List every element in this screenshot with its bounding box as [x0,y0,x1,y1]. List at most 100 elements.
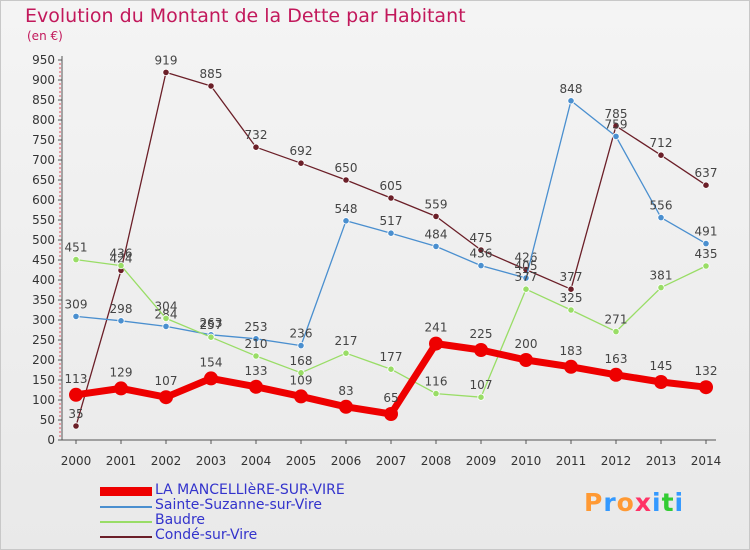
x-tick-label: 2004 [241,454,272,468]
y-tick-label: 700 [32,153,55,167]
y-tick-label: 900 [32,73,55,87]
proxiti-logo: Proxiti [584,488,684,517]
data-label: 475 [470,231,493,245]
legend-swatch [100,506,152,508]
data-point [252,352,260,360]
data-point [657,283,665,292]
data-label: 377 [560,270,583,284]
data-label: 225 [470,327,493,341]
data-point [612,122,620,130]
data-label: 183 [560,344,583,358]
data-label: 154 [200,355,223,369]
data-point [387,229,395,237]
data-point [612,132,620,140]
y-tick-label: 150 [32,373,55,387]
data-point [702,262,710,270]
data-point [252,143,260,151]
data-label: 712 [650,136,673,150]
logo-letter: i [674,488,685,517]
data-label: 785 [605,107,628,121]
logo-letter: i [652,488,662,517]
data-point [252,335,260,343]
data-point [612,327,620,336]
legend-swatch [100,521,152,523]
data-label: 163 [605,352,628,366]
data-point [117,261,125,270]
data-point [294,389,308,404]
data-label: 548 [335,202,358,216]
data-point [72,422,80,430]
data-label: 637 [695,166,718,180]
data-label: 491 [695,225,718,239]
data-point [207,333,215,341]
x-tick-label: 2008 [421,454,452,468]
data-point [207,82,215,90]
data-label: 271 [605,313,628,327]
data-label: 236 [290,327,313,341]
data-point [117,317,125,325]
data-label: 650 [335,161,358,175]
data-point [114,381,128,396]
x-tick-label: 2013 [646,454,677,468]
y-tick-label: 600 [32,193,55,207]
data-point [162,322,170,330]
data-label: 145 [650,359,673,373]
data-label: 435 [695,247,718,261]
chart-title: Evolution du Montant de la Dette par Hab… [25,5,466,27]
y-tick-label: 800 [32,113,55,127]
data-label: 129 [110,365,133,379]
data-point [204,371,218,386]
legend-label: Condé-sur-Vire [155,527,258,543]
x-tick-label: 2009 [466,454,497,468]
logo-letter: o [616,488,635,517]
y-tick-label: 400 [32,273,55,287]
legend-swatch [100,536,152,538]
data-label: 168 [290,354,313,368]
data-point [297,159,305,167]
legend-label: Baudre [155,512,206,528]
x-tick-label: 2001 [106,454,137,468]
data-label: 692 [290,144,313,158]
data-point [474,343,488,357]
data-point [477,261,485,270]
data-point [297,341,305,350]
data-label: 263 [200,316,223,330]
x-tick-label: 2002 [151,454,182,468]
y-tick-label: 200 [32,353,55,367]
data-label: 424 [110,251,133,265]
data-label: 848 [560,82,583,96]
data-point [654,375,668,389]
data-point [477,246,485,254]
data-point [429,336,443,351]
logo-letter: t [661,488,675,517]
data-point [339,399,353,414]
data-point [159,390,173,405]
data-point [567,285,575,293]
legend-label: Sainte-Suzanne-sur-Vire [155,497,322,513]
data-point [72,255,80,264]
data-label: 133 [245,364,268,378]
legend-label: LA MANCELLIèRE-SUR-VIRE [155,482,345,498]
line-chart: 0 50 100 150 200 250 300 350 400 450 500 550 600 650 7… [32,53,721,468]
logo-letter: r [603,488,617,517]
data-label: 304 [155,299,178,313]
data-label: 253 [245,320,268,334]
data-label: 210 [245,337,268,351]
unit-label: (en €) [27,29,63,43]
data-label: 241 [425,321,448,335]
data-label: 325 [560,291,583,305]
data-label: 559 [425,197,448,211]
data-point [387,194,395,202]
data-label: 113 [65,372,88,386]
x-tick-label: 2007 [376,454,407,468]
data-label: 35 [68,407,83,421]
data-label: 451 [65,241,88,255]
data-label: 605 [380,179,403,193]
y-tick-label: 750 [32,133,55,147]
data-label: 381 [650,269,673,283]
data-label: 405 [515,259,538,273]
y-tick-label: 250 [32,333,55,347]
y-tick-label: 50 [40,413,55,427]
data-label: 200 [515,337,538,351]
data-point [249,379,263,394]
